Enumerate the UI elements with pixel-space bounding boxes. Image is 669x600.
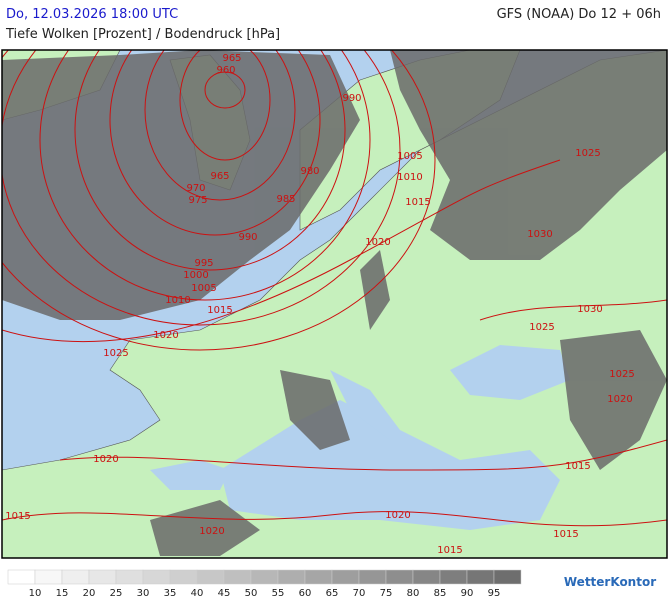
legend-label: 60 xyxy=(299,588,312,599)
model-info: GFS (NOAA) Do 12 + 06h xyxy=(496,7,661,22)
isobar-label: 1025 xyxy=(529,322,554,333)
isobar-label: 1015 xyxy=(207,305,232,316)
legend-label: 20 xyxy=(83,588,96,599)
isobars xyxy=(2,50,667,527)
isobar-label: 1020 xyxy=(365,237,390,248)
legend-label: 70 xyxy=(353,588,366,599)
legend-swatch xyxy=(250,569,279,585)
isobar-label: 1020 xyxy=(199,526,224,537)
legend-label: 15 xyxy=(56,588,69,599)
legend-label: 95 xyxy=(488,588,501,599)
map-body xyxy=(2,50,667,558)
legend-swatch xyxy=(412,569,441,585)
legend-swatch xyxy=(439,569,468,585)
legend-swatch xyxy=(115,569,144,585)
isobar-label: 1025 xyxy=(103,348,128,359)
isobar-label: 1015 xyxy=(405,197,430,208)
legend-swatch xyxy=(277,569,306,585)
isobar-label: 1030 xyxy=(577,304,602,315)
isobar-label: 970 xyxy=(186,183,205,194)
legend-swatch xyxy=(223,569,252,585)
isobar-label: 1020 xyxy=(93,454,118,465)
legend-swatch xyxy=(385,569,414,585)
legend-swatch xyxy=(34,569,63,585)
isobar-label: 990 xyxy=(238,232,257,243)
legend-swatch xyxy=(331,569,360,585)
isobar-label: 965 xyxy=(222,53,241,64)
isobar-label: 1025 xyxy=(609,369,634,380)
isobar-label: 1020 xyxy=(607,394,632,405)
isobar-label: 1020 xyxy=(153,330,178,341)
legend-label: 45 xyxy=(218,588,231,599)
legend-swatch xyxy=(142,569,171,585)
isobar-label: 965 xyxy=(210,171,229,182)
isobar-label: 980 xyxy=(300,166,319,177)
legend-swatch xyxy=(466,569,495,585)
isobar-label: 1015 xyxy=(5,511,30,522)
isobar-label: 1020 xyxy=(385,510,410,521)
legend-label: 55 xyxy=(272,588,285,599)
legend-label: 90 xyxy=(461,588,474,599)
legend-swatch xyxy=(169,569,198,585)
isobar-label: 975 xyxy=(188,195,207,206)
map-frame xyxy=(1,49,668,559)
legend-swatch xyxy=(61,569,90,585)
legend-swatch xyxy=(196,569,225,585)
legend-label: 85 xyxy=(434,588,447,599)
legend-label: 30 xyxy=(137,588,150,599)
isobar-label: 1015 xyxy=(553,529,578,540)
isobar-label: 1015 xyxy=(437,545,462,556)
isobar-label: 990 xyxy=(342,93,361,104)
legend-swatch xyxy=(7,569,36,585)
legend-label: 25 xyxy=(110,588,123,599)
isobar-label: 1010 xyxy=(397,172,422,183)
isobar-label: 1005 xyxy=(191,283,216,294)
isobar-label: 1000 xyxy=(183,270,208,281)
legend-label: 65 xyxy=(326,588,339,599)
legend-label: 50 xyxy=(245,588,258,599)
isobar-label: 960 xyxy=(216,65,235,76)
legend-label: 80 xyxy=(407,588,420,599)
isobar-label: 1015 xyxy=(565,461,590,472)
legend-swatch xyxy=(304,569,333,585)
subtitle: Tiefe Wolken [Prozent] / Bodendruck [hPa… xyxy=(6,27,281,42)
isobar-label: 1025 xyxy=(575,148,600,159)
legend-swatch xyxy=(493,569,522,585)
legend-label: 35 xyxy=(164,588,177,599)
isobar-label: 1010 xyxy=(165,295,190,306)
logo: WetterKontor xyxy=(564,575,656,589)
legend-label: 40 xyxy=(191,588,204,599)
isobar-label: 985 xyxy=(276,194,295,205)
legend-swatch xyxy=(88,569,117,585)
isobar-label: 1005 xyxy=(397,151,422,162)
legend-label: 75 xyxy=(380,588,393,599)
legend-swatch xyxy=(358,569,387,585)
isobar-label: 1030 xyxy=(527,229,552,240)
isobar-label: 995 xyxy=(194,258,213,269)
clouds xyxy=(2,50,667,556)
legend-label: 10 xyxy=(29,588,42,599)
datetime: Do, 12.03.2026 18:00 UTC xyxy=(6,7,179,22)
